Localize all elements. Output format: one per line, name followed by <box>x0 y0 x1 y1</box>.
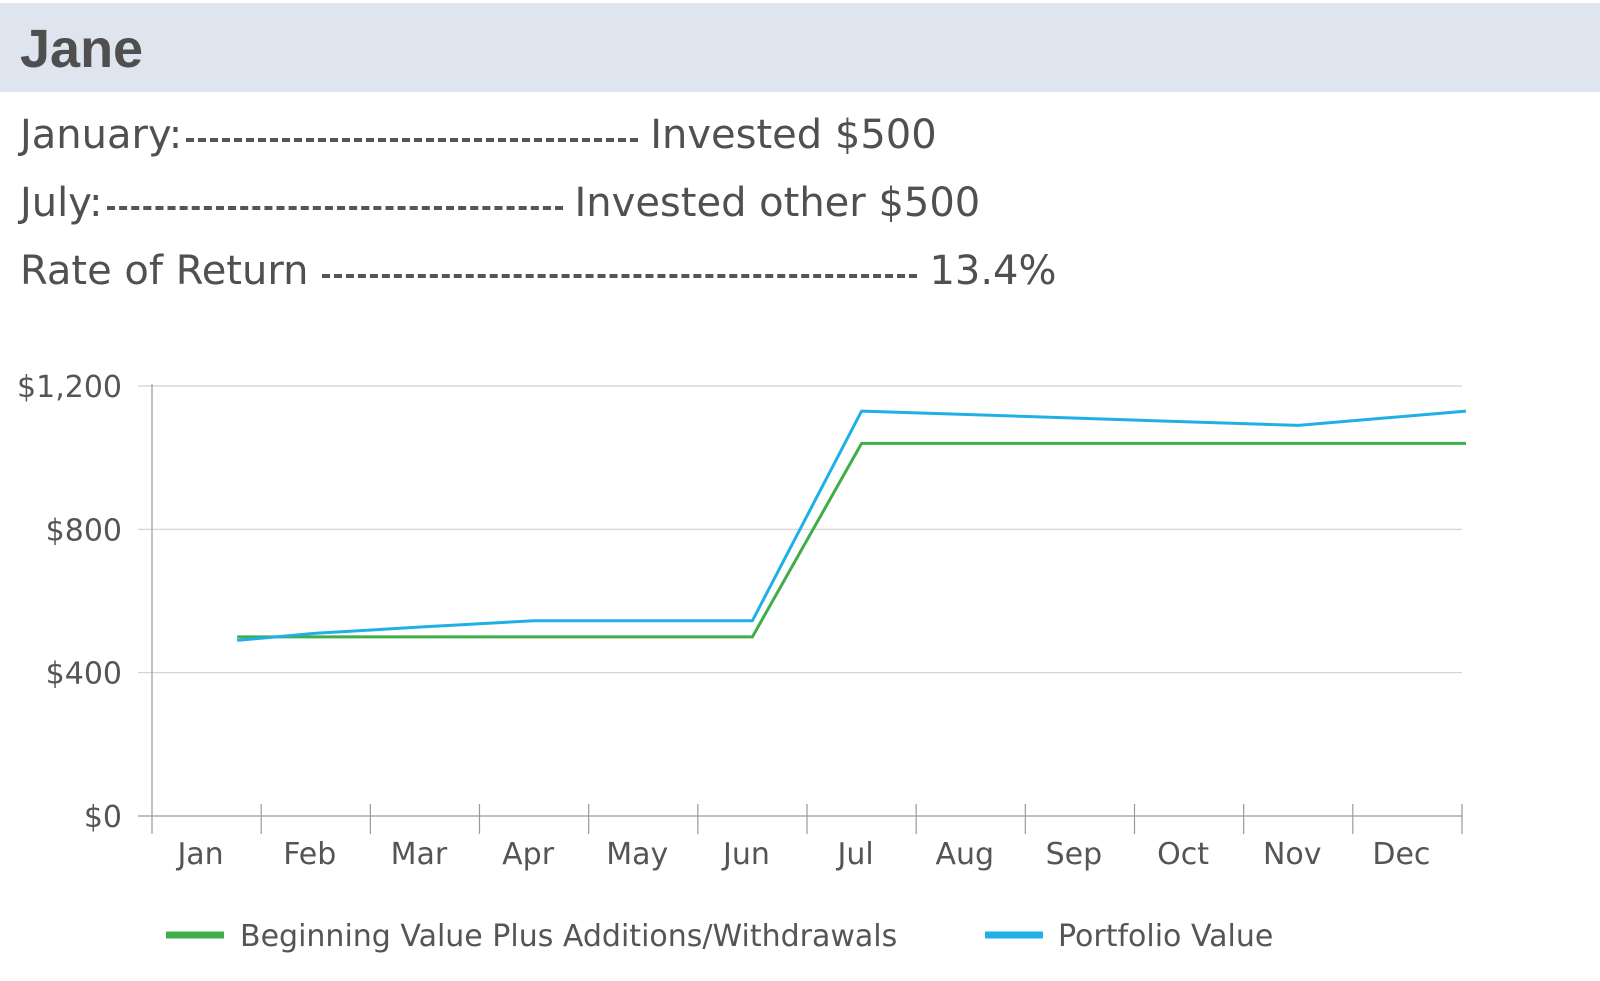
rate-of-return-row: Rate of Return 13.4% <box>20 248 1057 304</box>
legend-label: Portfolio Value <box>1058 919 1273 954</box>
dotted-leader <box>186 138 639 142</box>
y-tick-label: $400 <box>46 657 122 692</box>
x-tick-label: Jun <box>721 837 770 872</box>
july-label: July: <box>20 180 103 226</box>
header-bar: Jane <box>0 3 1600 92</box>
y-tick-label: $800 <box>46 513 122 548</box>
x-tick-label: Aug <box>935 837 994 872</box>
x-tick-label: Jan <box>175 837 223 872</box>
x-tick-label: Feb <box>283 837 336 872</box>
x-tick-label: Dec <box>1372 837 1430 872</box>
january-value: Invested $500 <box>650 112 937 158</box>
portfolio-value-series-line <box>237 409 1467 642</box>
x-tick-label: May <box>606 837 668 872</box>
rate-of-return-value: 13.4% <box>929 248 1057 294</box>
legend-label: Beginning Value Plus Additions/Withdrawa… <box>240 919 897 954</box>
x-tick-label: Oct <box>1157 837 1209 872</box>
july-row: July: Invested other $500 <box>20 180 980 236</box>
x-tick-label: Mar <box>391 837 448 872</box>
x-tick-label: Jul <box>835 837 873 872</box>
beginning-value-series-line <box>237 441 1466 639</box>
page-title: Jane <box>20 19 144 79</box>
y-tick-label: $0 <box>84 800 122 835</box>
y-tick-label: $1,200 <box>17 370 122 405</box>
x-tick-label: Nov <box>1263 837 1322 872</box>
x-tick-label: Sep <box>1046 837 1103 872</box>
x-tick-label: Apr <box>502 837 555 872</box>
july-value: Invested other $500 <box>574 180 981 226</box>
january-row: January: Invested $500 <box>20 112 937 168</box>
rate-of-return-label: Rate of Return <box>20 248 309 294</box>
dotted-leader <box>322 274 918 278</box>
dotted-leader <box>106 206 563 210</box>
january-label: January: <box>20 112 183 158</box>
